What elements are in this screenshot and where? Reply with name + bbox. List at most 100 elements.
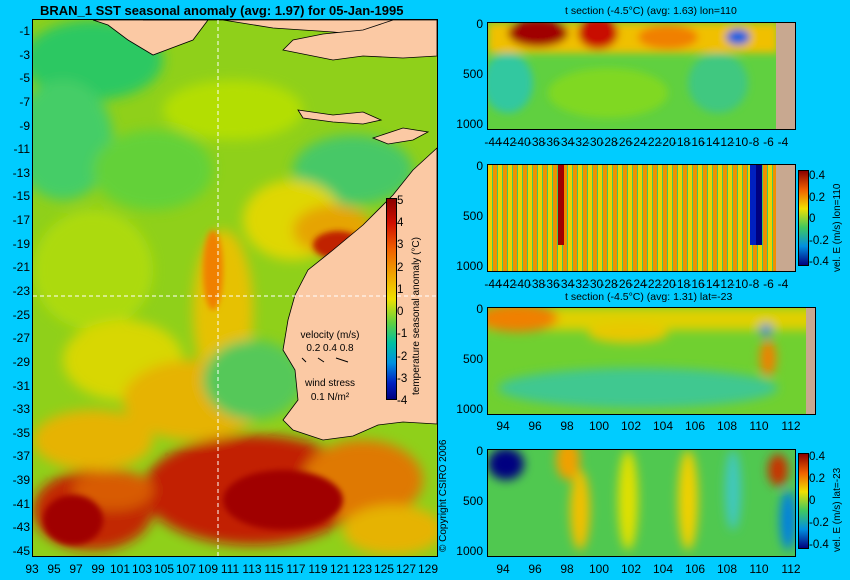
tick-label: -15 bbox=[12, 189, 30, 204]
panel3-temperature-section bbox=[487, 307, 816, 415]
tick-label: -30 bbox=[585, 277, 604, 291]
map-colorbar-ticks: 5 4 3 2 1 0 -1 -2 -3 -4 bbox=[397, 193, 411, 407]
tick-label: -43 bbox=[12, 520, 30, 535]
tick-label: -35 bbox=[12, 425, 30, 440]
tick-label: -26 bbox=[614, 277, 633, 291]
tick-label: -5 bbox=[19, 71, 30, 86]
tick-label: -16 bbox=[687, 277, 705, 291]
tick-label: 0 bbox=[809, 495, 816, 507]
tick-label: -32 bbox=[571, 135, 589, 149]
tick-label: 115 bbox=[264, 562, 284, 576]
tick-label: 0.2 bbox=[809, 191, 825, 204]
tick-label: 112 bbox=[781, 419, 801, 433]
tick-label: -21 bbox=[12, 260, 30, 275]
tick-label: 108 bbox=[716, 562, 738, 576]
tick-label: -10 bbox=[730, 135, 749, 149]
tick-label: 102 bbox=[620, 419, 642, 433]
panel2-y-axis: 0 500 1000 bbox=[455, 160, 483, 272]
tick-label: -20 bbox=[658, 135, 676, 149]
tick-label: -18 bbox=[672, 277, 691, 291]
tick-label: -26 bbox=[614, 135, 633, 149]
tick-label: -25 bbox=[12, 307, 30, 322]
panel1-x-axis: -44 -42 -40 -38 -36 -34 -32 -30 -28 -26 -24 -22 -20-… bbox=[484, 135, 794, 150]
panel1-y-axis: 0 500 1000 bbox=[455, 18, 483, 131]
tick-label: 0 bbox=[397, 306, 404, 319]
tick-label: -18 bbox=[672, 135, 691, 149]
tick-label: -37 bbox=[12, 449, 30, 464]
panel4-y-axis: 0 500 1000 bbox=[455, 445, 483, 557]
tick-label: -8 bbox=[748, 277, 760, 291]
panel1-title: t section (-4.5°C) (avg: 1.63) lon=110 bbox=[565, 5, 737, 17]
tick-label: 5 bbox=[397, 195, 404, 207]
tick-label: -24 bbox=[629, 277, 647, 291]
tick-label: 113 bbox=[242, 562, 262, 576]
tick-label: 500 bbox=[462, 209, 483, 223]
tick-label: 96 bbox=[528, 562, 542, 576]
panel2-velocity-section bbox=[487, 164, 796, 272]
tick-label: 106 bbox=[684, 562, 706, 576]
tick-label: 100 bbox=[588, 562, 610, 576]
tick-label: -14 bbox=[701, 277, 720, 291]
tick-label: -36 bbox=[542, 135, 560, 149]
velocity-legend-arrows bbox=[298, 356, 358, 366]
panel4-colorbar-ticks: 0.4 0.2 0 -0.2 -0.4 bbox=[809, 449, 831, 551]
velocity-legend-title: velocity (m/s) bbox=[300, 330, 360, 341]
tick-label: 108 bbox=[716, 419, 738, 433]
tick-label: 97 bbox=[69, 562, 83, 576]
tick-label: 95 bbox=[47, 562, 61, 576]
map-title: BRAN_1 SST seasonal anomaly (avg: 1.97) … bbox=[40, 3, 404, 18]
tick-label: 0.2 bbox=[809, 473, 825, 485]
tick-label: -27 bbox=[12, 331, 30, 346]
tick-label: 110 bbox=[749, 419, 769, 433]
tick-label: 98 bbox=[560, 562, 574, 576]
tick-label: 500 bbox=[462, 494, 483, 508]
tick-label: -40 bbox=[513, 277, 531, 291]
wind-legend-scale: 0.1 N/m² bbox=[310, 392, 350, 403]
tick-label: 0 bbox=[476, 159, 483, 173]
tick-label: 102 bbox=[620, 562, 642, 576]
panel2-colorbar bbox=[798, 170, 809, 266]
tick-label: -9 bbox=[19, 118, 30, 133]
tick-label: 125 bbox=[373, 562, 395, 576]
map-colorbar bbox=[386, 198, 397, 400]
tick-label: -22 bbox=[643, 277, 662, 291]
tick-label: 500 bbox=[462, 352, 483, 366]
tick-label: 110 bbox=[749, 562, 769, 576]
tick-label: -42 bbox=[498, 277, 517, 291]
tick-label: 1000 bbox=[456, 117, 483, 131]
panel3-y-axis: 0 500 1000 bbox=[455, 303, 483, 416]
tick-label: -36 bbox=[542, 277, 560, 291]
map-colorbar-label: temperature seasonal anomaly (°C) bbox=[411, 237, 422, 395]
sst-map bbox=[32, 19, 438, 557]
tick-label: -3 bbox=[19, 47, 30, 62]
panel4-colorbar bbox=[798, 453, 809, 549]
tick-label: -20 bbox=[658, 277, 676, 291]
tick-label: -44 bbox=[484, 277, 502, 291]
tick-label: -0.2 bbox=[809, 517, 829, 529]
tick-label: 0 bbox=[476, 17, 483, 31]
tick-label: 101 bbox=[109, 562, 131, 576]
tick-label: -39 bbox=[12, 473, 30, 488]
tick-label: 111 bbox=[220, 562, 240, 576]
panel3-title: t section (-4.5°C) (avg: 1.31) lat=-23 bbox=[565, 291, 733, 303]
tick-label: -12 bbox=[716, 277, 734, 291]
tick-label: 100 bbox=[588, 419, 610, 433]
tick-label: -6 bbox=[763, 277, 774, 291]
tick-label: 0.4 bbox=[809, 451, 825, 463]
tick-label: -38 bbox=[527, 135, 546, 149]
tick-label: -33 bbox=[12, 402, 30, 417]
tick-label: -10 bbox=[730, 277, 749, 291]
velocity-legend-scale: 0.2 0.4 0.8 bbox=[306, 343, 354, 354]
tick-label: -4 bbox=[397, 395, 408, 407]
tick-label: 96 bbox=[528, 419, 542, 433]
tick-label: 3 bbox=[397, 239, 404, 252]
tick-label: 1000 bbox=[456, 402, 483, 416]
panel4-velocity-section bbox=[487, 449, 796, 557]
tick-label: -16 bbox=[687, 135, 705, 149]
tick-label: 500 bbox=[462, 67, 483, 81]
tick-label: -31 bbox=[12, 378, 30, 393]
tick-label: -19 bbox=[12, 236, 30, 251]
tick-label: 104 bbox=[652, 419, 674, 433]
tick-label: -34 bbox=[556, 277, 575, 291]
tick-label: 94 bbox=[496, 562, 510, 576]
